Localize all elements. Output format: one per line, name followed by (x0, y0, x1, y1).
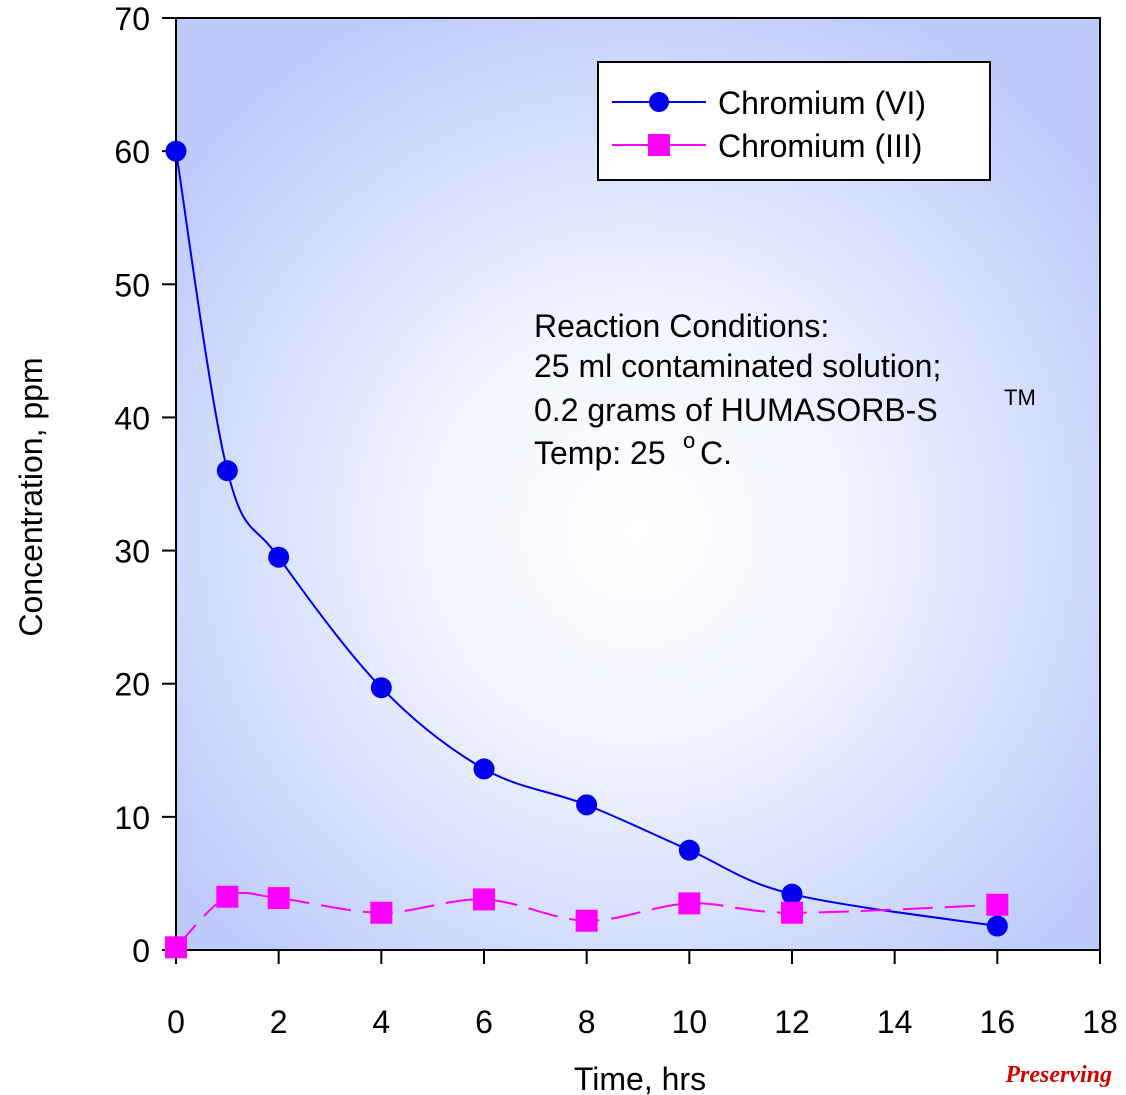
note-line-2: 25 ml contaminated solution; (534, 348, 941, 384)
point-chromium-vi-4 (473, 758, 495, 780)
x-tick-label-7: 14 (877, 1004, 913, 1040)
y-axis: 0 10 20 30 40 50 60 70 (114, 1, 176, 969)
reaction-conditions-note: Reaction Conditions: 25 ml contaminated … (534, 308, 1036, 471)
legend: Chromium (VI) Chromium (III) (597, 61, 991, 181)
x-tick-label-3: 6 (475, 1004, 493, 1040)
series-layer (165, 140, 1009, 959)
note-line-3: 0.2 grams of HUMASORB-S (534, 392, 938, 428)
point-chromium-iii-0 (165, 936, 187, 959)
note-line-4a: Temp: 25 (534, 435, 666, 471)
legend-marker-chromium-vi (649, 92, 669, 112)
y-axis-label: Concentration, ppm (13, 357, 49, 636)
legend-label-chromium-vi: Chromium (VI) (718, 85, 926, 121)
point-chromium-vi-0 (165, 140, 187, 162)
x-axis-label: Time, hrs (574, 1061, 706, 1095)
y-tick-label-1: 10 (114, 800, 150, 836)
y-tick-label-3: 30 (114, 534, 150, 570)
point-chromium-iii-6 (678, 892, 701, 915)
point-chromium-vi-1 (216, 460, 238, 482)
point-chromium-iii-8 (986, 893, 1009, 916)
point-chromium-vi-5 (576, 794, 598, 816)
point-chromium-vi-3 (370, 677, 392, 699)
point-chromium-vi-6 (678, 839, 700, 861)
point-chromium-iii-5 (575, 909, 598, 932)
x-tick-label-0: 0 (167, 1004, 185, 1040)
note-line-4-sup: o (683, 428, 695, 453)
footer-text: Preserving (1005, 1062, 1112, 1088)
x-tick-label-9: 18 (1082, 1004, 1118, 1040)
point-chromium-iii-7 (781, 901, 803, 924)
point-chromium-vi-7 (781, 883, 803, 905)
point-chromium-iii-2 (267, 887, 290, 910)
x-tick-label-5: 10 (672, 1004, 708, 1040)
note-line-3-sup: TM (1004, 385, 1036, 410)
point-chromium-vi-2 (268, 546, 290, 568)
x-axis: 0 2 4 6 8 10 12 14 16 18 (167, 950, 1118, 1040)
legend-box (597, 61, 991, 181)
y-tick-label-6: 60 (114, 134, 150, 170)
point-chromium-iii-1 (216, 885, 239, 908)
x-tick-label-1: 2 (270, 1004, 288, 1040)
legend-marker-chromium-iii (648, 134, 670, 156)
y-tick-label-4: 40 (114, 400, 150, 436)
y-tick-label-2: 20 (114, 667, 150, 703)
legend-label-chromium-iii: Chromium (III) (718, 128, 922, 164)
x-tick-label-8: 16 (980, 1004, 1016, 1040)
x-tick-label-6: 12 (774, 1004, 810, 1040)
note-line-1: Reaction Conditions: (534, 308, 829, 344)
x-tick-label-2: 4 (372, 1004, 390, 1040)
note-line-4b: C. (700, 435, 732, 471)
point-chromium-iii-4 (473, 888, 495, 911)
point-chromium-vi-8 (986, 915, 1008, 937)
x-tick-label-4: 8 (578, 1004, 596, 1040)
y-tick-label-5: 50 (114, 267, 150, 303)
y-tick-label-0: 0 (132, 933, 150, 969)
y-tick-label-7: 70 (114, 1, 150, 37)
point-chromium-iii-3 (370, 901, 393, 924)
